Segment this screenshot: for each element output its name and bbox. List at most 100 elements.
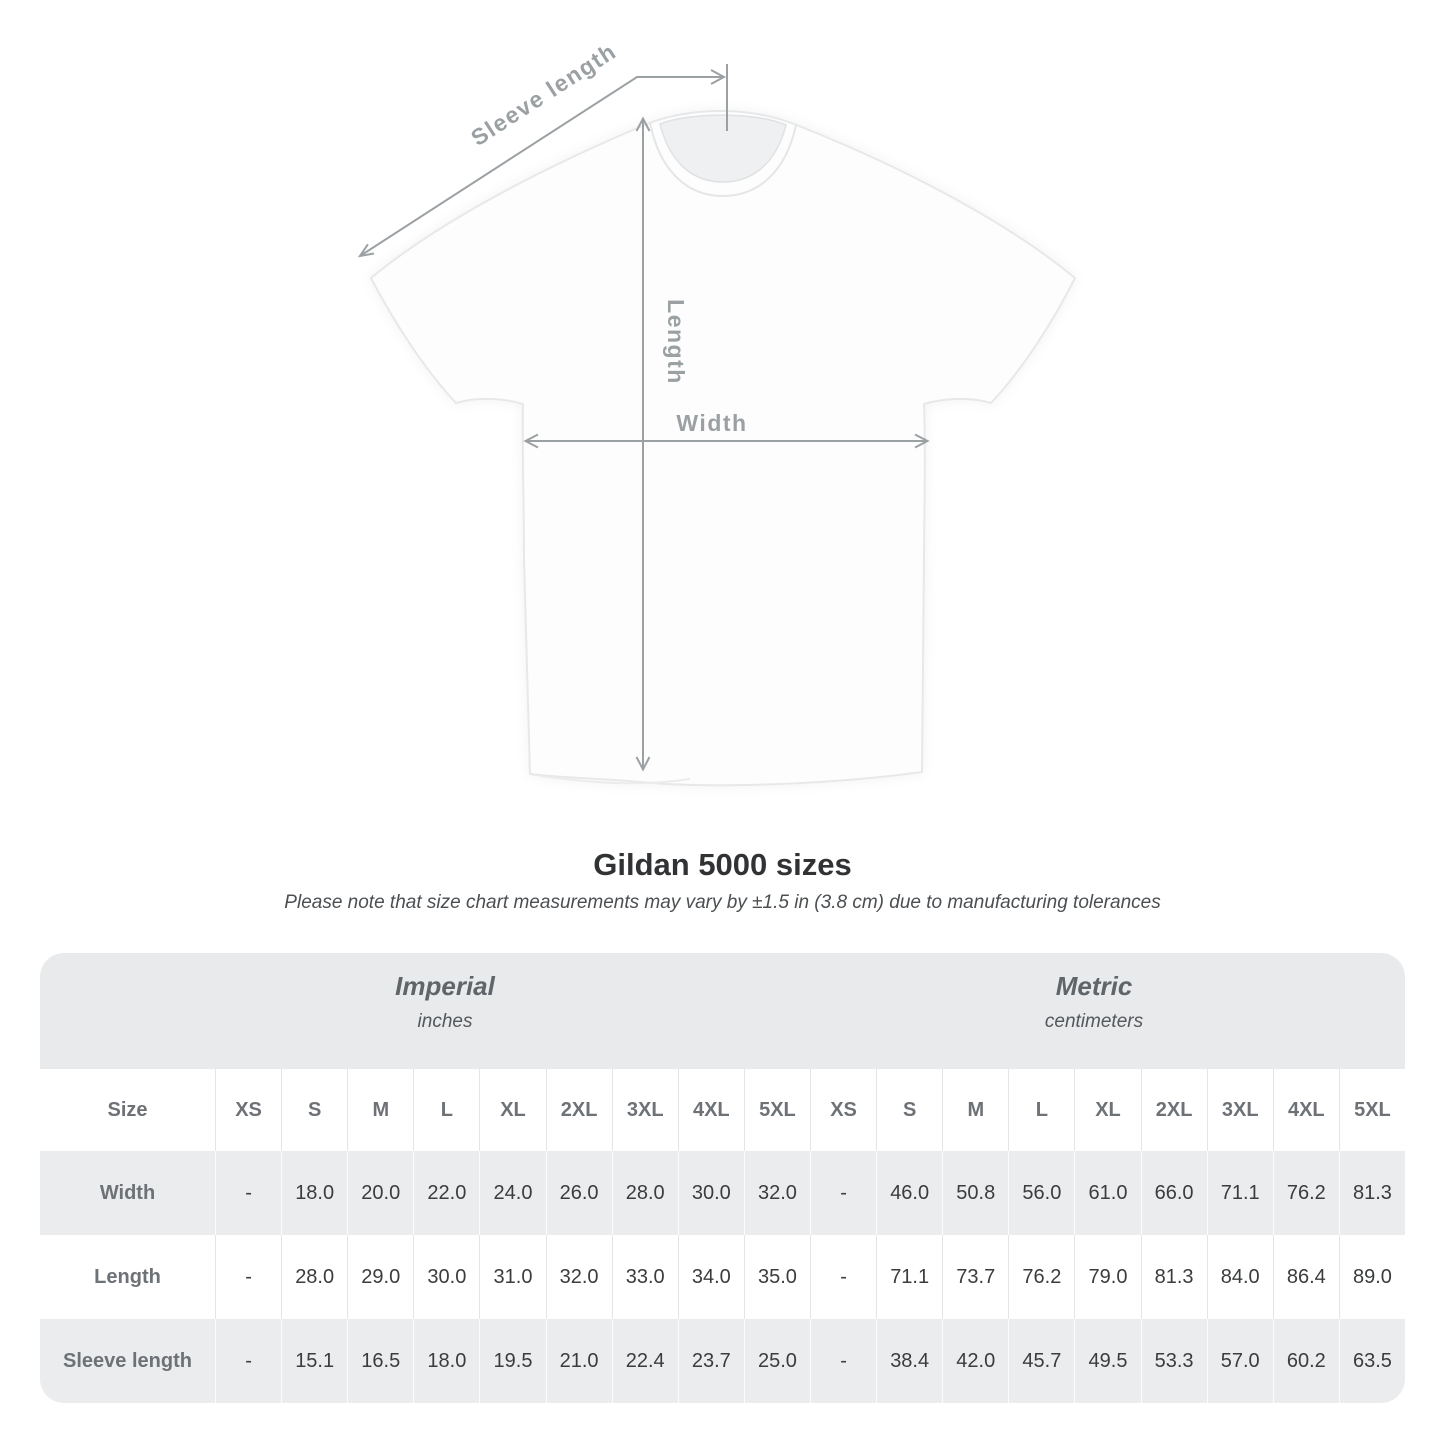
length-label: Length: [663, 299, 689, 385]
imperial-value-cell: -: [215, 1151, 282, 1235]
metric-value-cell: 76.2: [1272, 1151, 1339, 1235]
imperial-size-header-cell: XL: [479, 1069, 546, 1151]
imperial-value-cell: 20.0: [347, 1151, 414, 1235]
imperial-label: Imperial: [395, 971, 495, 1001]
size-col-header: Size: [40, 1069, 215, 1151]
imperial-value-cell: 22.4: [611, 1319, 678, 1403]
heading-block: Gildan 5000 sizes Please note that size …: [0, 844, 1445, 914]
imperial-value-cell: 26.0: [545, 1151, 612, 1235]
imperial-value-cell: 25.0: [743, 1319, 810, 1403]
metric-value-cell: 86.4: [1272, 1235, 1339, 1319]
metric-value-cell: 89.0: [1338, 1235, 1405, 1319]
imperial-value-cell: -: [215, 1319, 282, 1403]
metric-value-cell: 71.1: [1206, 1151, 1273, 1235]
imperial-value-cell: 32.0: [545, 1235, 612, 1319]
imperial-unit: inches: [417, 1011, 473, 1032]
metric-value-cell: 63.5: [1338, 1319, 1405, 1403]
imperial-value-cell: 35.0: [743, 1235, 810, 1319]
unit-band: Imperial inches Metric centimeters: [40, 953, 1405, 1069]
row-label: Length: [40, 1235, 215, 1319]
imperial-size-header-cell: 4XL: [677, 1069, 744, 1151]
imperial-value-cell: 28.0: [611, 1151, 678, 1235]
width-arrowhead-left: [523, 433, 539, 449]
length-arrowhead-bottom: [635, 756, 651, 772]
metric-value-cell: -: [810, 1151, 877, 1235]
imperial-value-cell: 32.0: [743, 1151, 810, 1235]
metric-value-cell: 61.0: [1074, 1151, 1141, 1235]
imperial-value-cell: 21.0: [545, 1319, 612, 1403]
imperial-value-cell: 30.0: [677, 1151, 744, 1235]
page-title: Gildan 5000 sizes: [593, 847, 852, 882]
tolerance-note: Please note that size chart measurements…: [284, 892, 1161, 913]
t-shirt-graphic: [369, 110, 1077, 787]
collar-band: [649, 122, 797, 198]
sleeve-length-arrow: [359, 76, 723, 257]
imperial-size-header-cell: 3XL: [611, 1069, 678, 1151]
imperial-value-cell: 24.0: [479, 1151, 546, 1235]
metric-value-cell: 42.0: [942, 1319, 1009, 1403]
metric-value-cell: 56.0: [1008, 1151, 1075, 1235]
imperial-value-cell: 31.0: [479, 1235, 546, 1319]
metric-value-cell: 38.4: [876, 1319, 943, 1403]
metric-value-cell: 45.7: [1008, 1319, 1075, 1403]
sleeve-length-label: Sleeve length: [466, 38, 621, 151]
metric-value-cell: 46.0: [876, 1151, 943, 1235]
imperial-value-cell: 33.0: [611, 1235, 678, 1319]
metric-value-cell: 53.3: [1140, 1319, 1207, 1403]
metric-size-header-cell: 3XL: [1206, 1069, 1273, 1151]
imperial-value-cell: 15.1: [281, 1319, 348, 1403]
size-table: Imperial inches Metric centimeters Size X…: [40, 953, 1405, 1403]
metric-value-cell: 81.3: [1338, 1151, 1405, 1235]
width-label: Width: [676, 410, 747, 436]
metric-value-cell: 60.2: [1272, 1319, 1339, 1403]
imperial-group-header: Imperial inches: [395, 971, 495, 1033]
metric-group-header: Metric centimeters: [1045, 971, 1143, 1033]
imperial-value-cell: -: [215, 1235, 282, 1319]
imperial-value-cell: 18.0: [413, 1319, 480, 1403]
collar-opening: [659, 114, 787, 183]
metric-size-header-cell: XS: [810, 1069, 877, 1151]
metric-value-cell: 50.8: [942, 1151, 1009, 1235]
metric-value-cell: 57.0: [1206, 1319, 1273, 1403]
imperial-size-header-cell: 5XL: [743, 1069, 810, 1151]
metric-value-cell: -: [810, 1235, 877, 1319]
imperial-size-header-cell: L: [413, 1069, 480, 1151]
metric-size-header-cell: XL: [1074, 1069, 1141, 1151]
size-grid: Size XS S M L XL 2XL 3XL 4XL 5XL XS S M L XL 2XL 3XL 4XL 5…: [40, 1069, 1405, 1403]
metric-value-cell: 81.3: [1140, 1235, 1207, 1319]
metric-unit: centimeters: [1044, 1011, 1144, 1032]
imperial-value-cell: 29.0: [347, 1235, 414, 1319]
metric-size-header-cell: 2XL: [1140, 1069, 1207, 1151]
imperial-value-cell: 16.5: [347, 1319, 414, 1403]
metric-size-header-cell: S: [876, 1069, 943, 1151]
imperial-size-header-cell: 2XL: [545, 1069, 612, 1151]
metric-value-cell: 84.0: [1206, 1235, 1273, 1319]
metric-value-cell: -: [810, 1319, 877, 1403]
imperial-size-header-cell: M: [347, 1069, 414, 1151]
imperial-value-cell: 28.0: [281, 1235, 348, 1319]
metric-label: Metric: [1055, 971, 1133, 1001]
metric-size-header-cell: 5XL: [1338, 1069, 1405, 1151]
metric-size-header-cell: 4XL: [1272, 1069, 1339, 1151]
imperial-size-header-cell: S: [281, 1069, 348, 1151]
imperial-value-cell: 22.0: [413, 1151, 480, 1235]
metric-value-cell: 66.0: [1140, 1151, 1207, 1235]
row-label: Sleeve length: [40, 1319, 215, 1403]
hem-shadow: [539, 775, 691, 785]
imperial-value-cell: 19.5: [479, 1319, 546, 1403]
metric-value-cell: 76.2: [1008, 1235, 1075, 1319]
metric-value-cell: 49.5: [1074, 1319, 1141, 1403]
imperial-value-cell: 18.0: [281, 1151, 348, 1235]
row-label: Width: [40, 1151, 215, 1235]
metric-value-cell: 71.1: [876, 1235, 943, 1319]
imperial-value-cell: 23.7: [677, 1319, 744, 1403]
metric-size-header-cell: M: [942, 1069, 1009, 1151]
sleeve-length-arrowhead-left: [357, 243, 375, 258]
metric-value-cell: 73.7: [942, 1235, 1009, 1319]
imperial-value-cell: 34.0: [677, 1235, 744, 1319]
tshirt-measurement-diagram: Sleeve length Length Width: [357, 38, 1077, 787]
metric-value-cell: 79.0: [1074, 1235, 1141, 1319]
imperial-size-header-cell: XS: [215, 1069, 282, 1151]
sleeve-length-arrowhead-right: [710, 69, 727, 85]
